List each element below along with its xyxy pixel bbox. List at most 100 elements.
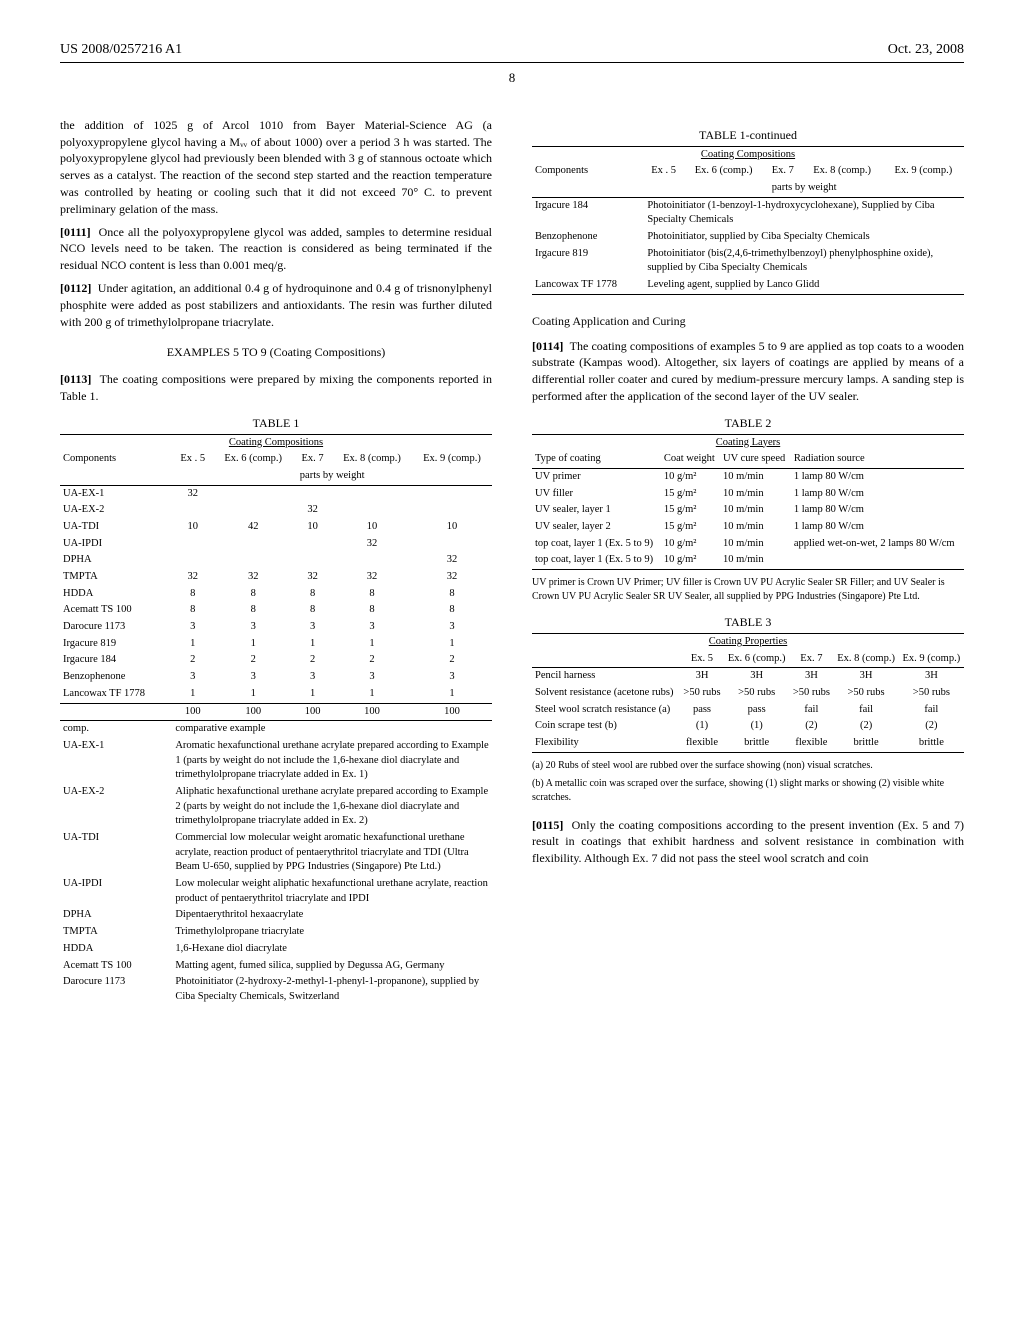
table-cell: Irgacure 184 <box>60 652 172 669</box>
table-cell: 1 lamp 80 W/cm <box>791 502 964 519</box>
desc-key: Lancowax TF 1778 <box>532 277 644 294</box>
table-cell: 8 <box>172 586 213 603</box>
table3-caption: TABLE 3 <box>532 614 964 631</box>
table-cell: 2 <box>332 652 412 669</box>
desc-value: Photoinitiator (1-benzoyl-1-hydroxycyclo… <box>644 197 964 229</box>
table-cell: 3H <box>724 668 789 685</box>
table-cell: UV filler <box>532 486 661 503</box>
desc-key: Benzophenone <box>532 229 644 246</box>
table-cell: Darocure 1173 <box>60 619 172 636</box>
table-cell: pass <box>724 702 789 719</box>
table-cell: Irgacure 819 <box>60 636 172 653</box>
desc-value: Photoinitiator (bis(2,4,6-trimethylbenzo… <box>644 246 964 277</box>
table-cell: 10 m/min <box>720 536 791 553</box>
desc-key: TMPTA <box>60 924 172 941</box>
desc-value: Photoinitiator (2-hydroxy-2-methyl-1-phe… <box>172 974 492 1005</box>
table-cell: 10 <box>172 519 213 536</box>
table3-note-a: (a) 20 Rubs of steel wool are rubbed ove… <box>532 759 964 773</box>
patent-id: US 2008/0257216 A1 <box>60 40 182 60</box>
table1: Coating Compositions Components Ex . 5 E… <box>60 434 492 1006</box>
table-cell: >50 rubs <box>724 685 789 702</box>
table-cell: 3 <box>332 669 412 686</box>
table-cell: 8 <box>412 586 492 603</box>
table-cell: 10 <box>293 519 332 536</box>
table-cell: 1 <box>213 686 293 703</box>
desc-key: Irgacure 184 <box>532 197 644 229</box>
table-cell: 10 m/min <box>720 468 791 485</box>
table-cell: 3H <box>899 668 964 685</box>
table-cell: brittle <box>724 735 789 752</box>
table3: Coating Properties Ex. 5 Ex. 6 (comp.) E… <box>532 633 964 755</box>
table-cell: pass <box>680 702 724 719</box>
table-cell: 10 g/m² <box>661 552 720 569</box>
table-cell: UV sealer, layer 1 <box>532 502 661 519</box>
table-cell: 3H <box>833 668 898 685</box>
table-cell: 10 m/min <box>720 502 791 519</box>
table-cell: top coat, layer 1 (Ex. 5 to 9) <box>532 536 661 553</box>
table-cell: 32 <box>213 569 293 586</box>
paragraph: [0111] Once all the polyoxypropylene gly… <box>60 224 492 274</box>
table-cell <box>293 536 332 553</box>
table-cell: 1 <box>172 636 213 653</box>
desc-key: Darocure 1173 <box>60 974 172 1005</box>
table-cell <box>332 502 412 519</box>
table-cell <box>213 485 293 502</box>
paragraph: [0112] Under agitation, an additional 0.… <box>60 280 492 330</box>
desc-value: Trimethylolpropane triacrylate <box>172 924 492 941</box>
examples-heading: EXAMPLES 5 TO 9 (Coating Compositions) <box>60 344 492 361</box>
desc-key: UA-TDI <box>60 830 172 876</box>
table-cell: Acematt TS 100 <box>60 602 172 619</box>
table-cell: 3H <box>789 668 833 685</box>
paragraph: [0115] Only the coating compositions acc… <box>532 817 964 867</box>
table-cell: 8 <box>412 602 492 619</box>
table-cell: 32 <box>293 569 332 586</box>
patent-date: Oct. 23, 2008 <box>888 40 964 60</box>
table-cell <box>412 485 492 502</box>
table-cell: 3 <box>293 669 332 686</box>
table-cell <box>412 536 492 553</box>
table-cell: brittle <box>833 735 898 752</box>
desc-key: HDDA <box>60 941 172 958</box>
table-cell: 15 g/m² <box>661 502 720 519</box>
table-cell: 1 <box>293 686 332 703</box>
table-cell: Pencil harness <box>532 668 680 685</box>
table-cell: applied wet-on-wet, 2 lamps 80 W/cm <box>791 536 964 553</box>
table-cell: 1 <box>412 636 492 653</box>
desc-key: UA-IPDI <box>60 876 172 907</box>
desc-value: Leveling agent, supplied by Lanco Glidd <box>644 277 964 294</box>
left-column: the addition of 1025 g of Arcol 1010 fro… <box>60 117 492 1006</box>
table-cell: 3 <box>172 619 213 636</box>
table-cell: >50 rubs <box>899 685 964 702</box>
table-cell: 1 <box>332 686 412 703</box>
table-cell: 3 <box>412 669 492 686</box>
table-cell: 10 m/min <box>720 519 791 536</box>
table-cell <box>412 502 492 519</box>
coating-app-heading: Coating Application and Curing <box>532 313 964 330</box>
desc-key: comp. <box>60 721 172 738</box>
table-cell: Benzophenone <box>60 669 172 686</box>
table-cell: 1 <box>213 636 293 653</box>
paragraph: the addition of 1025 g of Arcol 1010 fro… <box>60 117 492 218</box>
table-cell: top coat, layer 1 (Ex. 5 to 9) <box>532 552 661 569</box>
table-cell <box>213 552 293 569</box>
desc-key: UA-EX-2 <box>60 784 172 830</box>
table-cell: 1 <box>332 636 412 653</box>
table-cell <box>332 552 412 569</box>
desc-key: Acematt TS 100 <box>60 958 172 975</box>
table-cell: 8 <box>172 602 213 619</box>
table-cell: 3 <box>412 619 492 636</box>
table-cell: UA-EX-2 <box>60 502 172 519</box>
table-cell: DPHA <box>60 552 172 569</box>
table-cell: 3 <box>172 669 213 686</box>
table-cell: 10 <box>332 519 412 536</box>
table-cell: 3 <box>293 619 332 636</box>
table-cell <box>172 536 213 553</box>
desc-value: Commercial low molecular weight aromatic… <box>172 830 492 876</box>
table-cell: 8 <box>332 602 412 619</box>
table-cell: 32 <box>293 502 332 519</box>
table-cell: fail <box>789 702 833 719</box>
table-cell: fail <box>833 702 898 719</box>
table-cell: 1 lamp 80 W/cm <box>791 519 964 536</box>
table-cell: 8 <box>332 586 412 603</box>
table-cell: >50 rubs <box>833 685 898 702</box>
